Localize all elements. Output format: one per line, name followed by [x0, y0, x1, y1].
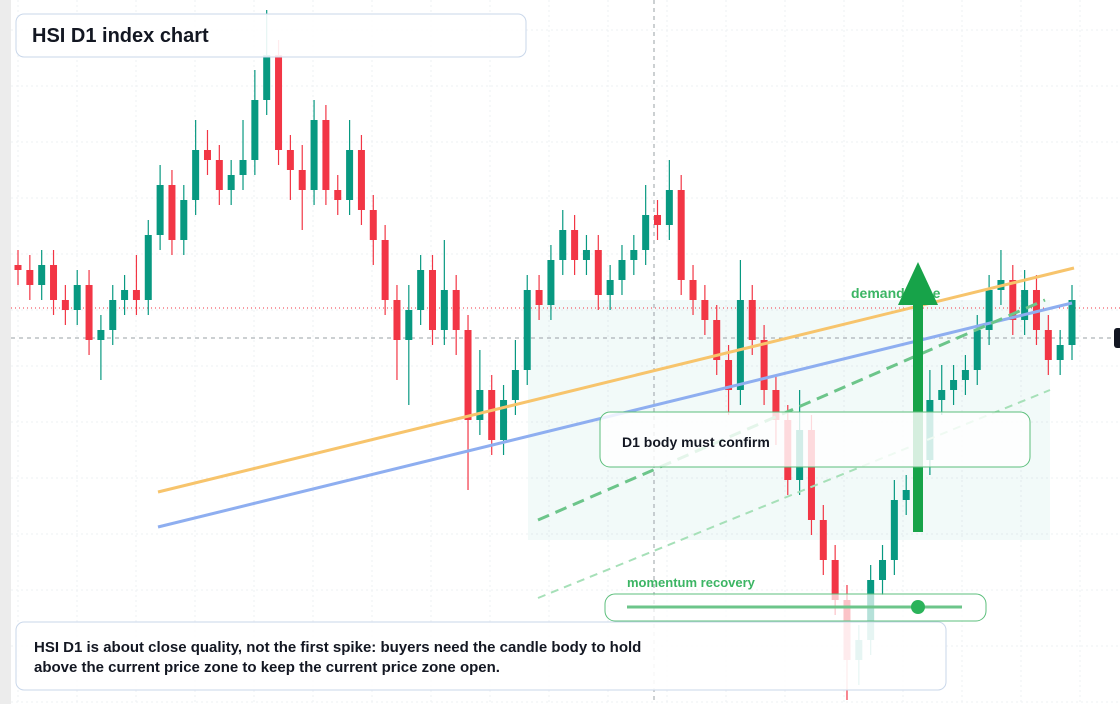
caption-line: HSI D1 is about close quality, not the f… [34, 639, 641, 656]
candle-body [97, 330, 105, 340]
candle-body [571, 230, 579, 260]
candle-body [180, 200, 188, 240]
candle-body [1056, 345, 1064, 360]
candle-body [938, 390, 946, 400]
confirm-box [599, 411, 1031, 468]
caption-box [15, 621, 947, 691]
candle-body [748, 300, 756, 340]
candle-body [298, 170, 306, 190]
candle-body [381, 240, 389, 300]
candle-body [322, 120, 330, 190]
candle-body [618, 260, 626, 280]
candle-body [511, 370, 519, 400]
candle-body [215, 160, 223, 190]
candle-body [239, 160, 247, 175]
candle-body [535, 290, 543, 305]
candle-body [890, 500, 898, 560]
candle-body [109, 300, 117, 330]
arrow-head [898, 262, 938, 305]
candle-body [689, 280, 697, 300]
candle-body [144, 235, 152, 300]
caption-line: above the current price zone to keep the… [34, 659, 500, 676]
candle-body [677, 190, 685, 280]
candle-body [547, 260, 555, 305]
candle-body [73, 285, 81, 310]
candle-body [50, 265, 58, 300]
chart-title: HSI D1 index chart [32, 25, 209, 47]
candle-body [985, 290, 993, 330]
candle-body [405, 310, 413, 340]
candle-body [310, 120, 318, 190]
candle-body [192, 150, 200, 200]
candle-body [132, 290, 140, 300]
candle-body [1044, 330, 1052, 360]
side-bar [0, 0, 11, 704]
candle-body [961, 370, 969, 380]
candle-body [263, 55, 271, 100]
candle-body [85, 285, 93, 340]
candle-body [807, 430, 815, 520]
candle-body [417, 270, 425, 310]
candle-body [334, 190, 342, 200]
candle-body [275, 55, 283, 150]
candle-body [879, 560, 887, 580]
candle-body [121, 290, 129, 300]
candle-body [630, 250, 638, 260]
candle-body [559, 230, 567, 260]
candle-body [440, 290, 448, 330]
candle-body [203, 150, 211, 160]
candle-body [642, 215, 650, 250]
candle-body [713, 320, 721, 360]
momentum-knob [911, 600, 925, 614]
candle-body [736, 300, 744, 390]
candle-body [357, 150, 365, 210]
candle-body [725, 360, 733, 390]
candle-body [760, 340, 768, 390]
candle-body [452, 290, 460, 330]
momentum-label: momentum recovery [627, 575, 756, 590]
candle-body [251, 100, 259, 160]
candle-body [582, 250, 590, 260]
candle-body [606, 280, 614, 295]
title-box [15, 13, 527, 58]
candle-body [38, 265, 46, 285]
candle-body [1032, 290, 1040, 330]
candle-body [1068, 300, 1076, 345]
candle-body [227, 175, 235, 190]
candle-body [428, 270, 436, 330]
candle-body [464, 330, 472, 420]
trend-line-green [537, 298, 1046, 522]
candle-body [819, 520, 827, 560]
candle-body [665, 190, 673, 225]
candle-body [772, 390, 780, 420]
candle-body [500, 400, 508, 440]
candle-body [488, 390, 496, 440]
confirm-label: D1 body must confirm [622, 434, 770, 450]
candle-body [594, 250, 602, 295]
candle-body [14, 265, 22, 270]
candle-body [476, 390, 484, 420]
candle-body [346, 150, 354, 200]
candle-body [902, 490, 910, 500]
price-chip [1114, 328, 1120, 348]
candle-body [156, 185, 164, 235]
candle-body [654, 215, 662, 225]
candle-body [286, 150, 294, 170]
candle-body [831, 560, 839, 600]
candle-body [973, 330, 981, 370]
candle-body [26, 270, 34, 285]
candle-body [701, 300, 709, 320]
candle-body [61, 300, 69, 310]
candle-body [950, 380, 958, 390]
candle-body [1009, 280, 1017, 320]
candle-body [168, 185, 176, 240]
candle-body [369, 210, 377, 240]
candle-body [523, 290, 531, 370]
candle-body [1021, 290, 1029, 320]
candle-body [393, 300, 401, 340]
